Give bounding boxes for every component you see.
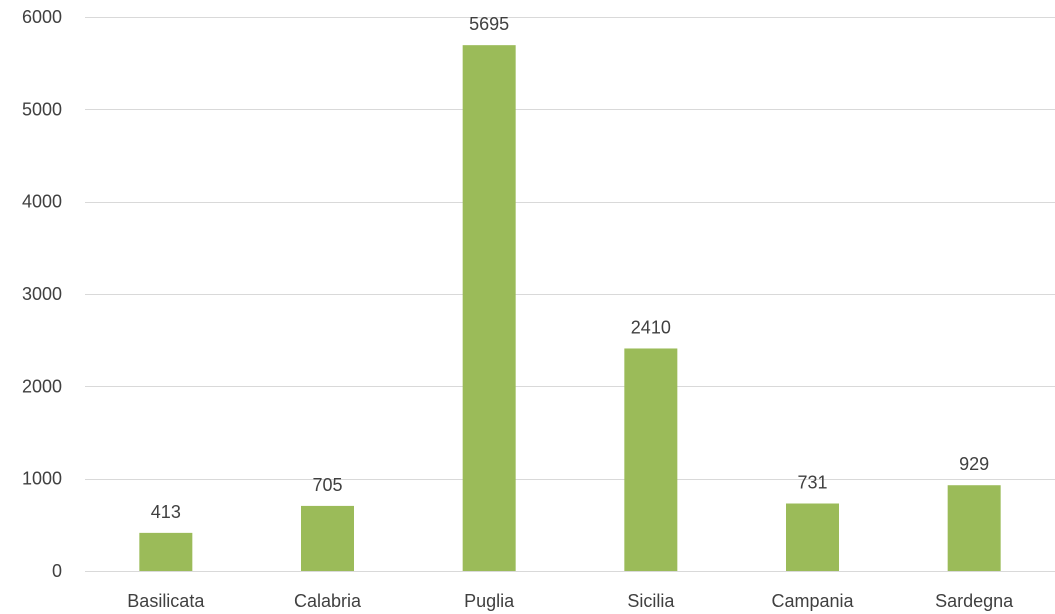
bar-calabria	[301, 505, 354, 571]
y-tick-label: 0	[52, 561, 62, 581]
x-tick-label: Calabria	[294, 591, 362, 611]
x-tick-label: Basilicata	[127, 591, 205, 611]
data-label: 413	[151, 502, 181, 522]
bar-basilicata	[139, 532, 193, 571]
data-label: 705	[312, 475, 342, 495]
bar-sardegna	[947, 485, 1001, 571]
bars	[139, 45, 1001, 571]
y-tick-label: 2000	[22, 376, 62, 396]
x-tick-label: Sicilia	[627, 591, 675, 611]
data-label: 2410	[631, 317, 671, 337]
bar-sicilia	[624, 348, 678, 571]
y-axis: 0 1000 2000 3000 4000 5000 6000	[22, 7, 62, 581]
data-labels: 413 705 5695 2410 731 929	[151, 14, 989, 522]
y-tick-label: 4000	[22, 192, 62, 212]
bar-puglia	[462, 45, 516, 571]
data-label: 929	[959, 454, 989, 474]
gridlines	[85, 17, 1055, 572]
data-label: 5695	[469, 14, 509, 34]
data-label: 731	[797, 473, 827, 493]
x-tick-label: Campania	[771, 591, 854, 611]
x-axis: Basilicata Calabria Puglia Sicilia Campania S…	[127, 591, 1014, 611]
bar-campania	[786, 503, 839, 571]
y-tick-label: 5000	[22, 99, 62, 119]
y-tick-label: 3000	[22, 284, 62, 304]
y-tick-label: 6000	[22, 7, 62, 27]
x-tick-label: Puglia	[464, 591, 515, 611]
y-tick-label: 1000	[22, 469, 62, 489]
x-tick-label: Sardegna	[935, 591, 1014, 611]
